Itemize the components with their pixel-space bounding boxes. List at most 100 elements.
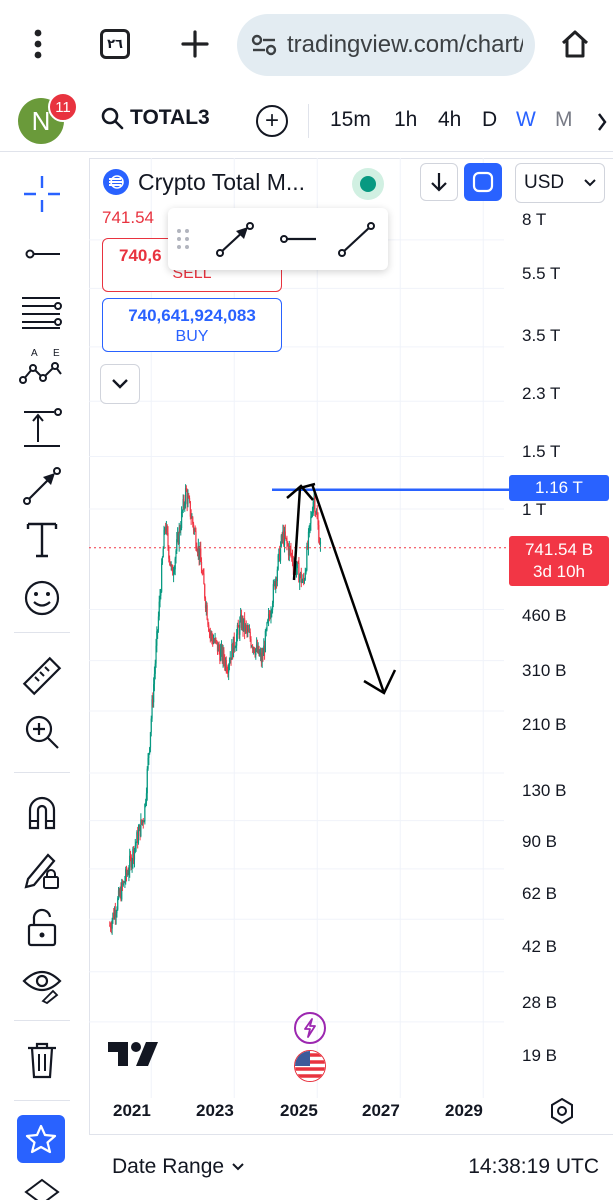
candle-body [308, 526, 310, 532]
magnet-icon[interactable] [18, 788, 66, 836]
timeframe-4h[interactable]: 4h [438, 108, 462, 131]
buy-price: 740,641,924,083 [128, 306, 256, 325]
candle-body [196, 550, 199, 553]
text-tool-icon[interactable] [18, 516, 66, 564]
arrow-tool-icon[interactable] [212, 219, 256, 259]
chart-settings-icon[interactable] [548, 1097, 576, 1125]
candle-body [275, 578, 277, 589]
price-chart[interactable] [89, 158, 613, 1134]
arrow-down-icon [431, 173, 447, 192]
favorites-star-button[interactable] [17, 1115, 65, 1163]
ruler-icon[interactable] [18, 652, 66, 700]
collapse-legend-button[interactable] [100, 364, 140, 404]
new-tab-icon[interactable] [170, 18, 220, 70]
hide-drawings-icon[interactable] [18, 960, 66, 1008]
candle-body [112, 913, 114, 920]
y-tick-label: 1.5 T [522, 442, 561, 461]
zoom-in-icon[interactable] [18, 708, 66, 756]
more-menu-icon[interactable] [13, 18, 63, 70]
drawing-quick-toolbar [168, 208, 388, 270]
tradingview-logo-icon[interactable] [108, 1040, 158, 1068]
candle-body [141, 820, 144, 823]
candle-body [163, 529, 165, 549]
currency-select[interactable]: USD [515, 163, 605, 203]
market-status-icon[interactable] [352, 168, 384, 200]
timeframe-w[interactable]: W [516, 108, 536, 131]
candle-body [116, 909, 118, 914]
timeframe-1h[interactable]: 1h [394, 108, 418, 131]
drag-handle-icon[interactable] [176, 228, 190, 250]
trend-line-tool-icon[interactable] [334, 219, 378, 259]
candle-body [169, 561, 172, 567]
candle-body [259, 654, 261, 656]
candle-body [131, 860, 133, 868]
compare-symbol-button[interactable]: + [256, 105, 288, 137]
candle-body [156, 631, 158, 646]
candle-body [183, 498, 185, 506]
site-settings-icon[interactable] [251, 34, 277, 56]
arrow-line-icon[interactable] [18, 462, 66, 510]
chevron-right-icon[interactable] [597, 112, 607, 132]
candle-body [114, 909, 116, 918]
candle-body [315, 512, 318, 514]
candle-body [316, 512, 318, 519]
candle-body [149, 732, 152, 748]
candle-body [244, 624, 247, 632]
candle-body [236, 625, 239, 635]
candle-body [279, 546, 282, 561]
toolbar-divider [14, 632, 70, 633]
candle-body [138, 825, 140, 831]
horizontal-ray-tool-icon[interactable] [276, 219, 320, 259]
sell-price: 740,6 [119, 246, 162, 265]
download-button[interactable] [420, 163, 458, 201]
home-icon[interactable] [550, 18, 600, 70]
candle-body [317, 518, 319, 526]
timeframe-m[interactable]: M [555, 108, 573, 131]
candle-body [109, 925, 111, 927]
candle-body [214, 638, 216, 642]
candle-body [300, 572, 302, 583]
candle-body [197, 545, 199, 553]
us-flag-icon[interactable] [294, 1050, 326, 1082]
address-bar[interactable]: tradingview.com/chart/ [237, 14, 535, 76]
date-range-button[interactable]: Date Range [112, 1155, 244, 1179]
candle-body [303, 579, 306, 581]
price-range-icon[interactable] [18, 404, 66, 452]
lock-drawings-icon[interactable] [18, 846, 66, 894]
unlock-icon[interactable] [18, 904, 66, 952]
horizontal-ray-icon[interactable] [18, 230, 66, 278]
candle-body [318, 525, 320, 543]
candle-body [192, 517, 194, 524]
symbol-search-button[interactable]: TOTAL3 [100, 106, 210, 130]
utc-clock[interactable]: 14:38:19 UTC [468, 1155, 599, 1178]
fib-retracement-icon[interactable] [18, 288, 66, 336]
candle-body [212, 638, 214, 644]
layers-icon[interactable] [24, 1178, 60, 1200]
candle-body [229, 657, 231, 663]
candle-body [240, 614, 242, 621]
buy-button[interactable]: 740,641,924,083 BUY [102, 298, 282, 352]
candle-body [220, 646, 223, 650]
tab-switcher-button[interactable]: ٢٦ [90, 18, 140, 70]
timeframe-d[interactable]: D [482, 108, 498, 131]
candle-body [307, 546, 309, 548]
candle-body [144, 804, 146, 822]
timeframe-15m[interactable]: 15m [330, 108, 371, 131]
candle-body [165, 528, 167, 532]
emoji-icon[interactable] [18, 574, 66, 622]
crosshair-icon[interactable] [18, 170, 66, 218]
candle-body [161, 563, 163, 592]
candle-body [224, 660, 226, 667]
trash-icon[interactable] [18, 1036, 66, 1084]
chart-pane[interactable] [89, 158, 613, 1200]
y-tick-label: 2.3 T [522, 384, 561, 403]
candle-body [311, 513, 314, 516]
candle-body [216, 641, 219, 652]
symbol-legend[interactable]: Crypto Total M... [102, 168, 305, 196]
flash-icon[interactable] [294, 1012, 326, 1044]
fullscreen-button[interactable] [464, 163, 502, 201]
candle-body [272, 584, 274, 604]
search-icon [101, 107, 124, 130]
candle-body [190, 516, 192, 519]
